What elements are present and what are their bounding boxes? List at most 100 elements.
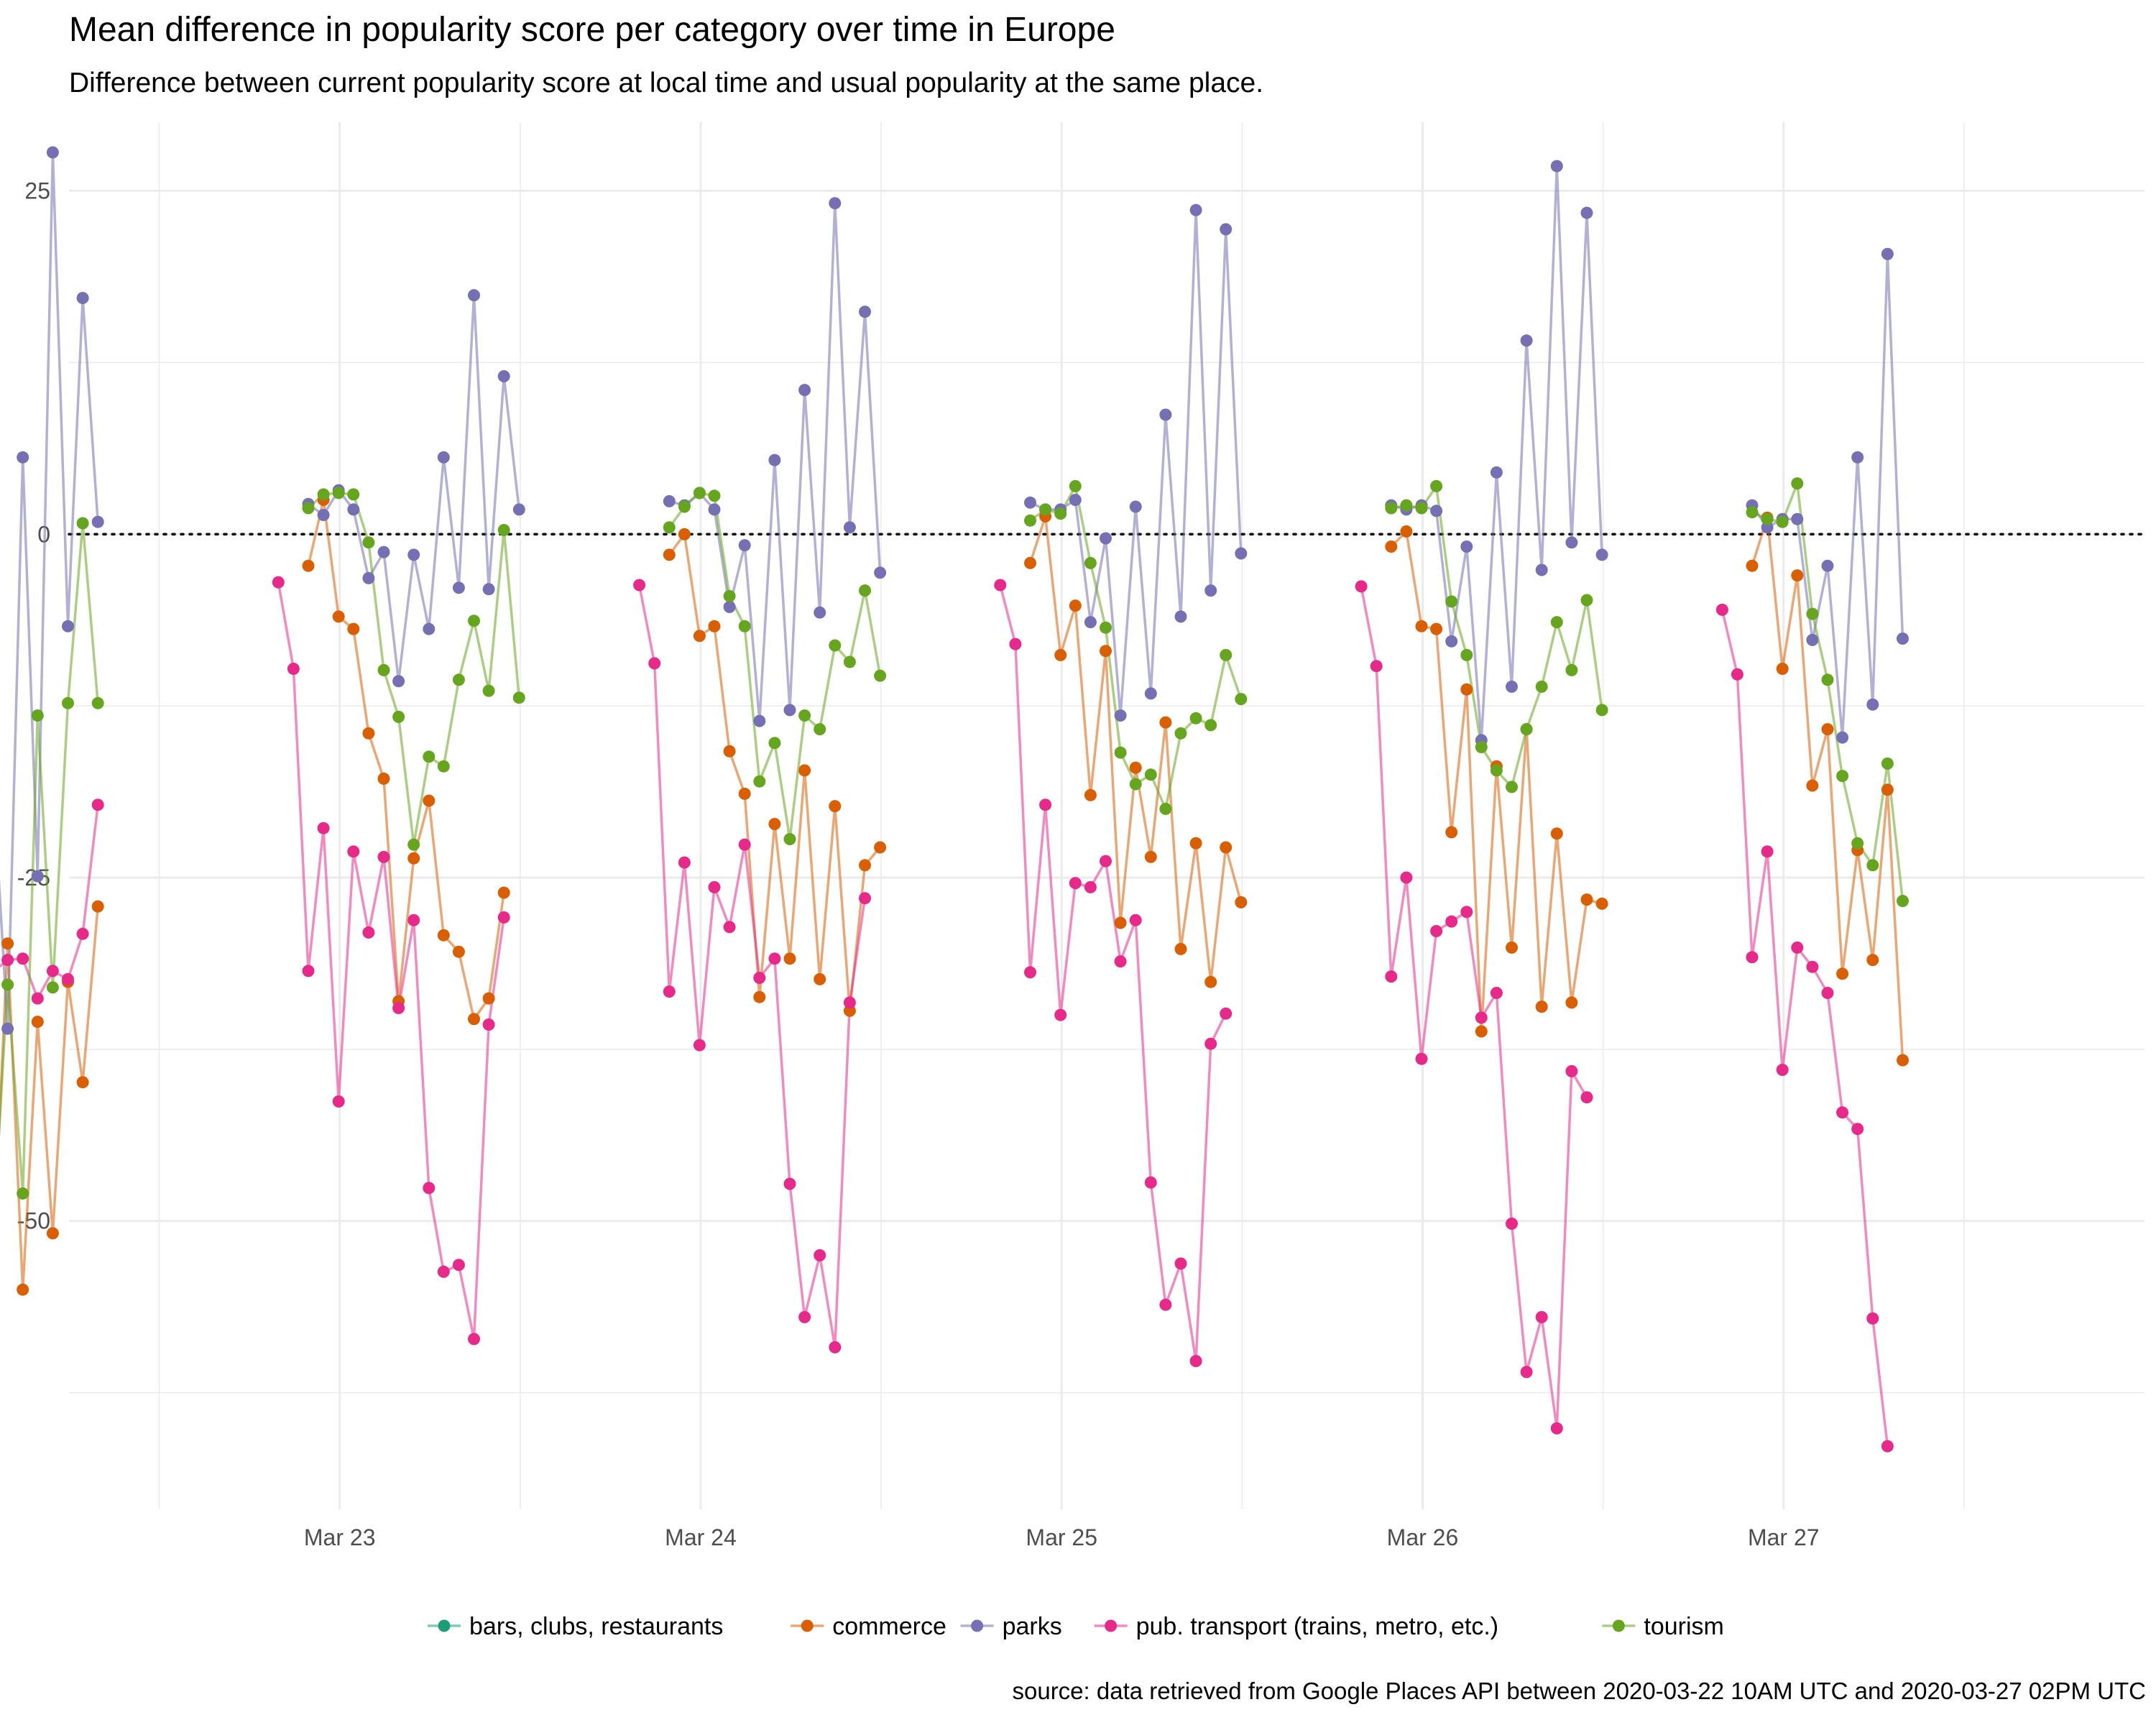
data-point-tourism <box>874 669 887 682</box>
data-point-parks <box>17 451 29 464</box>
data-point-commerce <box>1024 556 1036 569</box>
data-point-tourism <box>407 838 420 851</box>
data-point-tourism <box>17 1187 29 1200</box>
data-point-pub-transport-trains-metro-etc <box>753 972 766 984</box>
data-point-commerce <box>452 945 465 958</box>
data-point-tourism <box>1490 764 1503 777</box>
data-point-tourism <box>768 737 781 750</box>
data-point-tourism <box>783 833 796 845</box>
data-point-tourism <box>1776 515 1789 528</box>
data-point-commerce <box>1100 645 1112 658</box>
series-line-pub-transport-trains-metro-etc <box>1720 610 1889 1447</box>
data-point-tourism <box>1054 507 1067 520</box>
data-point-pub-transport-trains-metro-etc <box>46 965 59 978</box>
data-point-commerce <box>768 818 781 830</box>
data-point-pub-transport-trains-metro-etc <box>814 1249 826 1261</box>
data-point-pub-transport-trains-metro-etc <box>1550 1422 1563 1435</box>
data-point-tourism <box>332 487 345 500</box>
data-point-commerce <box>482 992 495 1005</box>
data-point-parks <box>452 581 465 594</box>
data-point-commerce <box>1881 783 1894 796</box>
data-point-parks <box>1836 731 1849 744</box>
data-point-pub-transport-trains-metro-etc <box>407 914 420 926</box>
data-point-parks <box>468 289 480 302</box>
data-point-parks <box>1506 680 1518 693</box>
data-point-pub-transport-trains-metro-etc <box>377 850 390 863</box>
data-point-pub-transport-trains-metro-etc <box>347 845 360 858</box>
data-point-parks <box>1100 532 1112 545</box>
data-point-pub-transport-trains-metro-etc <box>1204 1037 1217 1050</box>
data-point-parks <box>482 583 495 596</box>
data-point-pub-transport-trains-metro-etc <box>272 576 285 589</box>
x-tick-label: Mar 24 <box>665 1524 737 1550</box>
x-tick-label: Mar 25 <box>1026 1524 1097 1550</box>
series-line-pub-transport-trains-metro-etc <box>1360 586 1588 1430</box>
data-point-pub-transport-trains-metro-etc <box>17 952 29 965</box>
legend-label: bars, clubs, restaurants <box>469 1613 723 1640</box>
x-tick-label: Mar 27 <box>1748 1524 1820 1550</box>
data-point-commerce <box>1114 916 1127 929</box>
data-point-commerce <box>76 1076 89 1089</box>
data-point-tourism <box>362 536 375 549</box>
data-point-commerce <box>738 787 751 800</box>
data-point-parks <box>723 601 736 613</box>
data-point-commerce <box>347 622 360 635</box>
data-point-pub-transport-trains-metro-etc <box>633 579 646 592</box>
legend-label: parks <box>1003 1613 1062 1640</box>
data-point-tourism <box>317 488 330 501</box>
data-point-pub-transport-trains-metro-etc <box>1114 955 1127 968</box>
data-point-pub-transport-trains-metro-etc <box>1129 914 1142 926</box>
data-point-pub-transport-trains-metro-etc <box>1836 1106 1849 1119</box>
data-point-pub-transport-trains-metro-etc <box>1761 845 1774 858</box>
data-point-tourism <box>392 710 405 723</box>
data-point-pub-transport-trains-metro-etc <box>1520 1366 1533 1379</box>
data-point-tourism <box>452 673 465 686</box>
data-point-parks <box>829 197 842 210</box>
data-point-tourism <box>423 750 436 763</box>
data-point-pub-transport-trains-metro-etc <box>663 985 676 998</box>
data-point-tourism <box>1897 895 1909 907</box>
data-point-parks <box>1189 203 1202 216</box>
data-point-tourism <box>1506 781 1518 794</box>
data-point-tourism <box>1836 770 1849 783</box>
data-point-tourism <box>437 760 450 773</box>
data-point-parks <box>843 521 856 534</box>
x-tick-label: Mar 26 <box>1387 1524 1459 1550</box>
legend-key-point <box>1612 1619 1625 1632</box>
data-point-pub-transport-trains-metro-etc <box>1791 941 1804 954</box>
data-point-tourism <box>46 981 59 994</box>
data-point-tourism <box>753 775 766 788</box>
data-point-pub-transport-trains-metro-etc <box>1851 1123 1864 1136</box>
legend-key-point <box>1105 1619 1118 1632</box>
data-point-commerce <box>437 929 450 942</box>
data-point-parks <box>46 146 59 159</box>
data-point-pub-transport-trains-metro-etc <box>1220 1007 1233 1020</box>
data-point-pub-transport-trains-metro-etc <box>91 799 104 811</box>
data-point-parks <box>1595 548 1608 561</box>
data-point-tourism <box>1746 506 1759 519</box>
data-point-parks <box>874 566 887 579</box>
data-point-parks <box>1069 494 1082 506</box>
data-point-parks <box>1024 496 1036 509</box>
data-point-pub-transport-trains-metro-etc <box>1415 1052 1428 1065</box>
data-point-parks <box>1084 616 1097 629</box>
y-tick-label: -50 <box>17 1208 50 1234</box>
data-point-commerce <box>874 841 887 854</box>
data-point-commerce <box>1385 540 1398 553</box>
data-point-commerce <box>1475 1025 1488 1038</box>
data-point-parks <box>1430 505 1443 518</box>
data-point-parks <box>1490 466 1503 479</box>
data-point-parks <box>512 503 525 516</box>
data-point-commerce <box>1159 716 1172 729</box>
data-point-tourism <box>497 524 510 536</box>
data-point-tourism <box>1400 499 1413 512</box>
data-point-commerce <box>1565 996 1578 1009</box>
data-point-parks <box>317 509 330 521</box>
data-point-commerce <box>814 972 826 985</box>
data-point-pub-transport-trains-metro-etc <box>423 1182 436 1195</box>
data-point-commerce <box>1506 941 1518 954</box>
data-point-pub-transport-trains-metro-etc <box>1385 970 1398 983</box>
data-point-parks <box>1565 536 1578 549</box>
data-point-pub-transport-trains-metro-etc <box>1866 1312 1879 1325</box>
data-point-commerce <box>1791 569 1804 582</box>
